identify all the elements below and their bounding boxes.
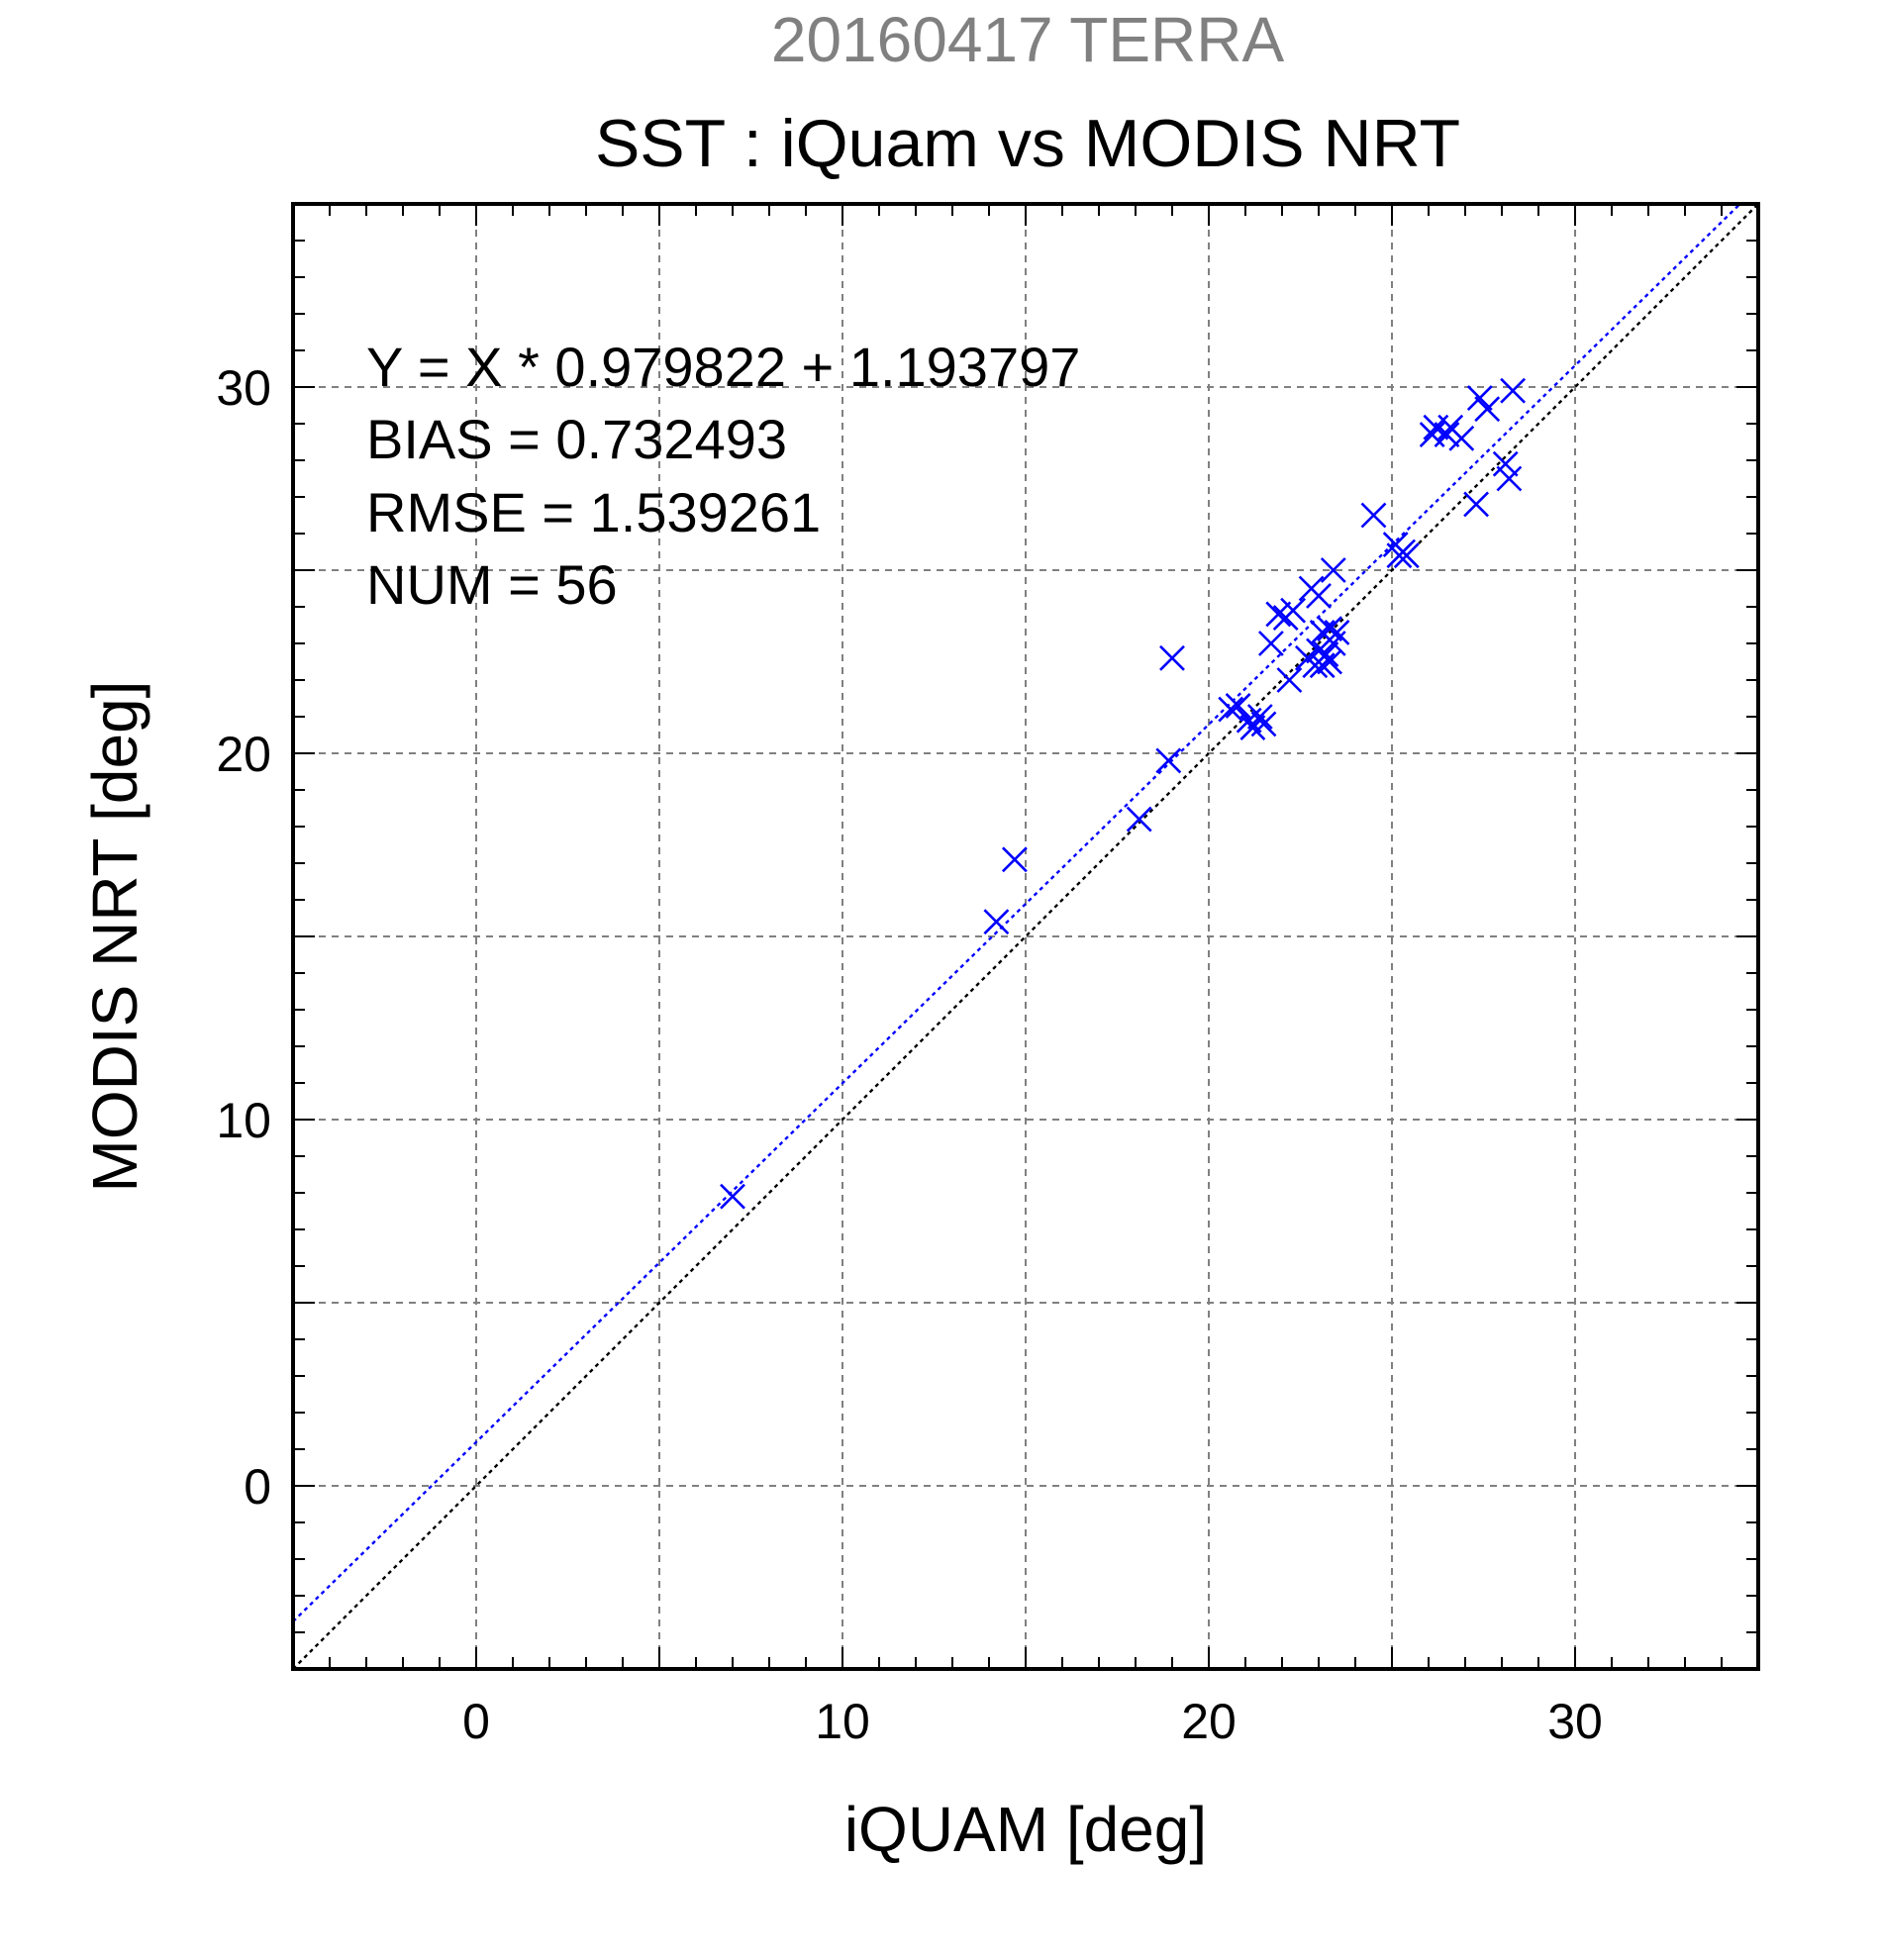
data-point bbox=[1317, 648, 1343, 675]
data-point bbox=[1474, 396, 1501, 423]
data-point bbox=[1448, 425, 1475, 451]
regression-line bbox=[293, 204, 1742, 1622]
regression-equation: Y = X * 0.979822 + 1.193797 bbox=[366, 336, 1080, 398]
fit-lines bbox=[293, 204, 1758, 1669]
x-tick-label: 30 bbox=[1547, 1694, 1603, 1749]
data-point bbox=[1159, 644, 1185, 671]
data-point bbox=[1360, 502, 1387, 529]
data-point bbox=[1393, 542, 1420, 569]
data-point bbox=[1246, 704, 1273, 730]
data-point bbox=[1257, 631, 1284, 656]
y-tick-label: 20 bbox=[216, 727, 271, 782]
y-tick-labels: 0 10 20 30 bbox=[216, 360, 271, 1515]
identity-line bbox=[293, 204, 1758, 1669]
data-point bbox=[1225, 692, 1251, 719]
num-stat: NUM = 56 bbox=[366, 553, 618, 616]
x-axis-label: iQUAM [deg] bbox=[844, 1794, 1207, 1865]
data-points bbox=[720, 377, 1527, 1210]
data-point bbox=[983, 909, 1010, 935]
data-point bbox=[1419, 422, 1445, 448]
data-point bbox=[1313, 641, 1339, 668]
data-point bbox=[1434, 422, 1460, 448]
x-tick-labels: 0 10 20 30 bbox=[462, 1694, 1603, 1749]
data-point bbox=[1250, 711, 1277, 737]
chart-date-title: 20160417 TERRA bbox=[771, 4, 1285, 75]
data-point bbox=[1324, 619, 1350, 645]
data-point bbox=[1500, 377, 1527, 404]
data-point bbox=[1155, 747, 1182, 774]
x-tick-label: 0 bbox=[462, 1694, 490, 1749]
data-point bbox=[1492, 450, 1519, 477]
bias-stat: BIAS = 0.732493 bbox=[366, 408, 787, 470]
data-point bbox=[1001, 846, 1028, 873]
data-point bbox=[1276, 667, 1303, 693]
data-point bbox=[1496, 465, 1523, 492]
y-tick-label: 10 bbox=[216, 1093, 271, 1148]
stats-block: Y = X * 0.979822 + 1.193797 BIAS = 0.732… bbox=[366, 336, 1080, 616]
data-point bbox=[1218, 696, 1244, 723]
y-axis-label: MODIS NRT [deg] bbox=[79, 681, 150, 1193]
y-tick-label: 0 bbox=[244, 1459, 271, 1515]
x-tick-label: 20 bbox=[1181, 1694, 1237, 1749]
y-tick-label: 30 bbox=[216, 360, 271, 416]
data-point bbox=[720, 1183, 745, 1210]
rmse-stat: RMSE = 1.539261 bbox=[366, 481, 821, 543]
chart-main-title: SST : iQuam vs MODIS NRT bbox=[595, 106, 1460, 181]
data-point bbox=[1265, 601, 1292, 628]
data-point bbox=[1317, 616, 1343, 642]
data-point bbox=[1280, 597, 1307, 624]
x-tick-label: 10 bbox=[815, 1694, 870, 1749]
data-point bbox=[1463, 491, 1490, 518]
data-point bbox=[1306, 582, 1332, 609]
plot-frame bbox=[291, 202, 1760, 1671]
data-point bbox=[1466, 385, 1493, 412]
data-point bbox=[1126, 806, 1152, 833]
data-point bbox=[1320, 557, 1346, 583]
